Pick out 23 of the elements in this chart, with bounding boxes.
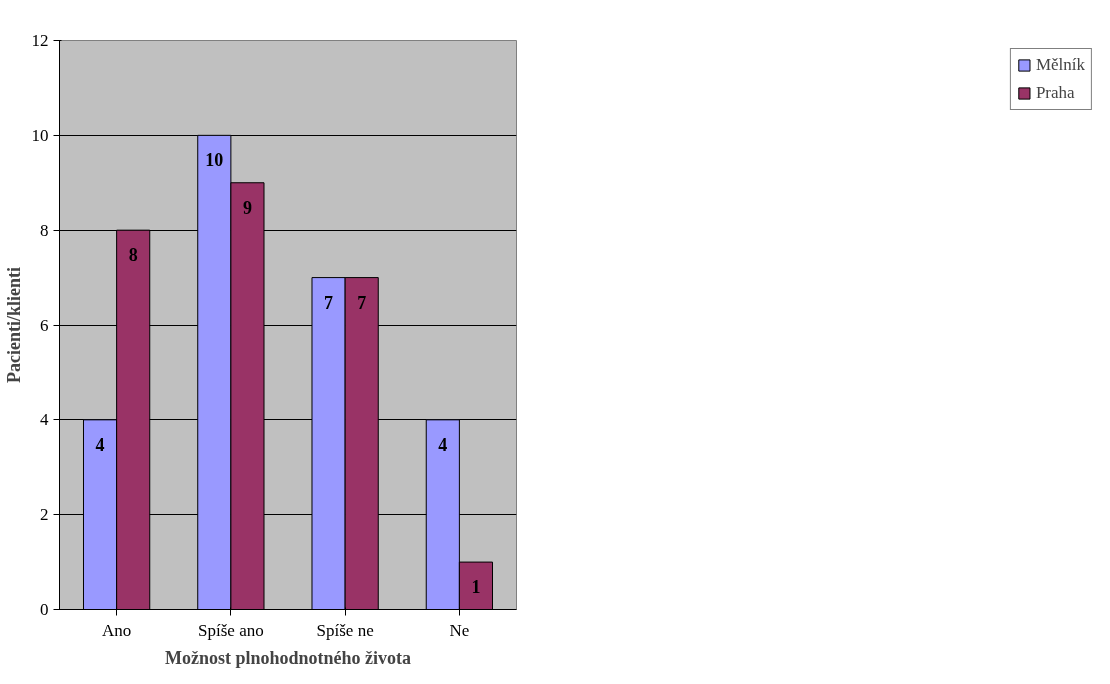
y-tick-label: 4: [40, 410, 49, 430]
data-label: 7: [357, 292, 367, 313]
legend-label: Praha: [1035, 83, 1075, 103]
x-tick-label: Ano: [101, 620, 132, 640]
x-axis-title: Možnost plnohodnotného života: [164, 647, 412, 668]
data-label: 8: [128, 245, 138, 266]
data-label: 4: [95, 434, 105, 455]
x-tick-label: Ne: [449, 620, 470, 640]
y-tick-label: 0: [40, 600, 49, 619]
y-tick-label: 8: [40, 220, 49, 240]
data-label: 1: [471, 577, 481, 598]
data-label: 10: [205, 150, 224, 171]
data-label: 9: [242, 197, 252, 218]
x-tick-label: Spíše ano: [198, 620, 264, 640]
y-tick-label: 12: [31, 31, 49, 50]
legend-label: Mělník: [1035, 55, 1085, 75]
data-label: 4: [438, 434, 448, 455]
y-axis-title: Pacienti/klienti: [3, 266, 24, 383]
y-tick-label: 2: [40, 505, 49, 525]
y-tick-label: 6: [40, 315, 49, 335]
x-tick-label: Spíše ne: [316, 620, 374, 640]
data-label: 7: [324, 292, 334, 313]
y-tick-label: 10: [31, 125, 49, 145]
